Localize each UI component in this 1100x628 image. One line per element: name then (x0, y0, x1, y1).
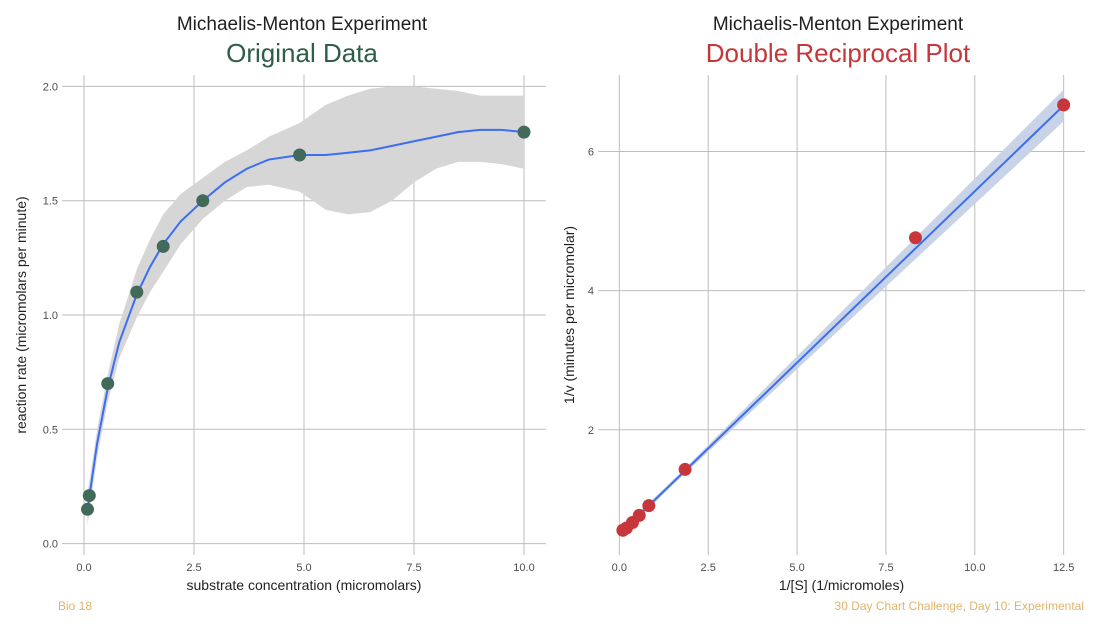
caption-left: Bio 18 (58, 599, 93, 613)
y-tick-label: 4 (588, 286, 594, 298)
chart-subtitle: Double Reciprocal Plot (706, 38, 971, 68)
x-tick-label: 7.5 (406, 562, 421, 574)
data-point (81, 502, 95, 516)
data-point (517, 125, 531, 139)
x-tick-label: 2.5 (186, 562, 201, 574)
x-tick-label: 7.5 (878, 562, 893, 574)
x-axis-label: 1/[S] (1/micromoles) (779, 577, 904, 593)
data-point (130, 285, 144, 299)
x-tick-label: 5.0 (296, 562, 311, 574)
chart-title: Michaelis-Menton Experiment (177, 14, 428, 35)
data-point (196, 194, 210, 208)
x-axis-label: substrate concentration (micromolars) (187, 577, 422, 593)
data-point (678, 462, 692, 476)
y-axis-label: reaction rate (micromolars per minute) (13, 196, 29, 433)
data-point (82, 489, 96, 503)
regression-line (622, 104, 1065, 532)
x-tick-label: 5.0 (789, 562, 804, 574)
y-tick-label: 1.0 (43, 310, 58, 322)
chart-double-reciprocal: Michaelis-Menton Experiment Double Recipr… (561, 14, 1085, 593)
caption-right: 30 Day Chart Challenge, Day 10: Experime… (834, 599, 1084, 613)
chart-subtitle: Original Data (226, 38, 378, 68)
confidence-band (87, 86, 525, 526)
x-tick-label: 10.0 (964, 562, 985, 574)
x-tick-label: 0.0 (612, 562, 627, 574)
data-point (293, 148, 307, 162)
data-point (908, 231, 922, 245)
data-point (101, 377, 115, 391)
data-point (1057, 98, 1071, 112)
y-tick-label: 0.0 (43, 539, 58, 551)
chart-title: Michaelis-Menton Experiment (713, 14, 964, 35)
y-tick-label: 0.5 (43, 424, 58, 436)
chart-original-data: Michaelis-Menton Experiment Original Data… (13, 14, 546, 593)
smooth-line (86, 128, 525, 510)
x-tick-label: 10.0 (513, 562, 534, 574)
x-tick-label: 2.5 (701, 562, 716, 574)
data-point (632, 508, 646, 522)
y-tick-label: 2 (588, 425, 594, 437)
y-tick-label: 1.5 (43, 196, 58, 208)
x-tick-label: 12.5 (1053, 562, 1074, 574)
data-point (642, 499, 656, 513)
x-tick-label: 0.0 (76, 562, 91, 574)
y-tick-label: 2.0 (43, 81, 58, 93)
data-point (156, 239, 170, 253)
y-tick-label: 6 (588, 147, 594, 159)
y-axis-label: 1/v (minutes per micromolar) (561, 226, 577, 404)
